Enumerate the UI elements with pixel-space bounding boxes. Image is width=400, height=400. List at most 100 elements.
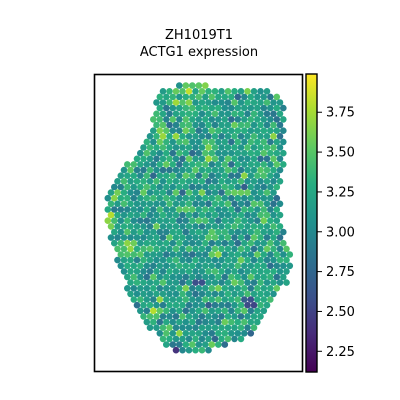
expression-spot (153, 290, 160, 298)
expression-spot (221, 149, 229, 157)
expression-spot (244, 223, 251, 230)
expression-spot (156, 149, 164, 157)
expression-spot (257, 256, 264, 264)
expression-spot (163, 194, 170, 202)
expression-spot (169, 194, 177, 202)
expression-spot (221, 217, 229, 224)
expression-spot (159, 110, 167, 118)
expression-spot (172, 313, 180, 320)
expression-spot (159, 324, 167, 332)
expression-spot (260, 251, 268, 258)
expression-spot (169, 116, 177, 123)
expression-spot (176, 194, 183, 202)
expression-spot (169, 206, 177, 213)
expression-spot (192, 335, 199, 343)
expression-spot (267, 172, 274, 179)
expression-spot (166, 200, 173, 208)
expression-spot (198, 324, 206, 332)
expression-spot (215, 127, 222, 134)
expression-spot (273, 149, 281, 157)
expression-spot (137, 172, 144, 179)
expression-spot (221, 239, 229, 247)
expression-spot (172, 200, 180, 208)
expression-spot (192, 223, 199, 230)
expression-spot (237, 313, 245, 320)
expression-spot (153, 301, 160, 309)
expression-spot (234, 138, 242, 146)
expression-spot (166, 279, 173, 286)
expression-spot (202, 206, 209, 213)
expression-spot (228, 116, 235, 123)
expression-spot (215, 183, 222, 191)
expression-spot (159, 234, 167, 241)
expression-spot (185, 245, 193, 253)
expression-spot (218, 178, 225, 185)
expression-spot (130, 206, 138, 213)
expression-spot (153, 211, 160, 219)
expression-spot (156, 194, 164, 202)
expression-spot (153, 110, 160, 118)
expression-spot (218, 256, 225, 264)
expression-spot (189, 273, 196, 281)
expression-spot (176, 206, 183, 213)
expression-spot (231, 155, 238, 163)
expression-spot (169, 330, 177, 337)
expression-spot (195, 127, 203, 134)
expression-spot (117, 206, 125, 213)
expression-spot (111, 206, 118, 213)
expression-spot (182, 217, 190, 224)
expression-spot (260, 285, 268, 292)
expression-spot (195, 149, 203, 157)
expression-spot (215, 194, 222, 202)
expression-spot (257, 88, 264, 95)
expression-spot (163, 273, 170, 281)
expression-spot (130, 296, 138, 303)
expression-spot (159, 88, 167, 95)
expression-spot (114, 256, 121, 264)
expression-spot (120, 200, 128, 208)
expression-spot (228, 228, 235, 236)
expression-spot (156, 172, 164, 179)
expression-spot (150, 183, 157, 191)
expression-spot (117, 228, 125, 236)
expression-spot (189, 172, 196, 179)
expression-spot (241, 116, 248, 123)
expression-spot (218, 133, 225, 140)
expression-spot (120, 268, 128, 275)
expression-spot (137, 194, 144, 202)
expression-spot (247, 183, 255, 191)
expression-spot (182, 127, 190, 134)
expression-spot (228, 318, 235, 326)
expression-spot (241, 206, 248, 213)
expression-spot (257, 133, 264, 140)
expression-spot (280, 273, 287, 281)
expression-spot (218, 155, 225, 163)
expression-spot (257, 234, 264, 241)
expression-spot (250, 301, 258, 309)
expression-spot (267, 161, 274, 168)
colorbar-tick-label: 2.25 (326, 345, 355, 360)
expression-spot (189, 251, 196, 258)
expression-spot (195, 217, 203, 224)
expression-spot (202, 273, 209, 281)
expression-spot (211, 301, 219, 309)
expression-spot (231, 189, 238, 196)
expression-spot (234, 161, 242, 168)
expression-spot (267, 206, 274, 213)
expression-spot (176, 318, 183, 326)
expression-spot (130, 251, 138, 258)
expression-spot (228, 138, 235, 146)
expression-spot (169, 262, 177, 270)
expression-spot (127, 223, 134, 230)
expression-spot (215, 330, 222, 337)
expression-spot (179, 200, 186, 208)
expression-spot (150, 285, 157, 292)
expression-spot (221, 318, 229, 326)
expression-spot (127, 290, 134, 298)
expression-spot (208, 296, 216, 303)
expression-spot (228, 217, 235, 224)
expression-spot (231, 324, 238, 332)
expression-spot (192, 211, 199, 219)
expression-spot (140, 200, 147, 208)
expression-spot (250, 279, 258, 286)
